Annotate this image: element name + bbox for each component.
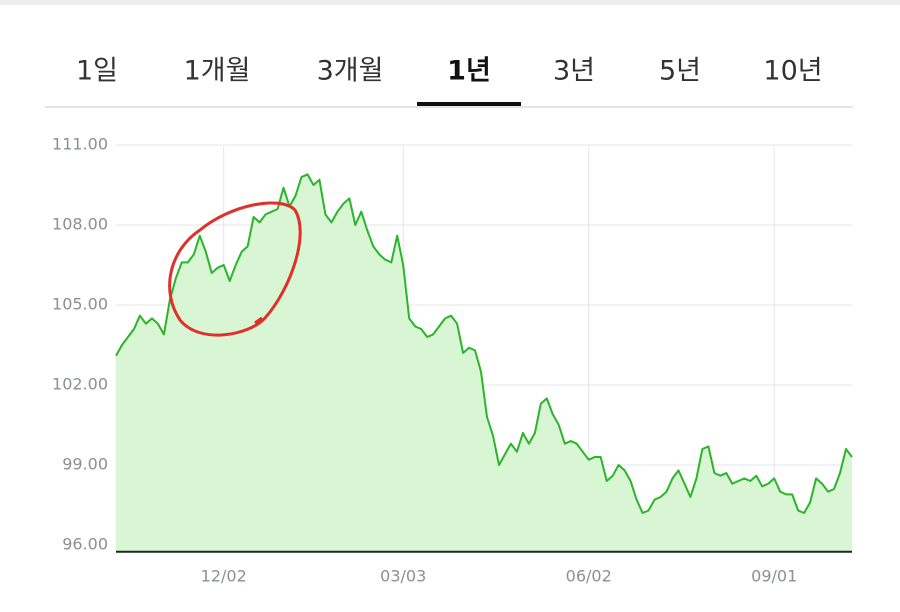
- area-fill: [116, 174, 852, 552]
- tab-bar: 1일 1개월 3개월 1년 3년 5년 10년: [76, 56, 823, 106]
- y-tick-label: 102.00: [52, 375, 108, 394]
- tab[interactable]: 1년: [447, 56, 491, 87]
- y-tick-label: 105.00: [52, 295, 108, 314]
- y-tick-label: 96.00: [62, 535, 108, 554]
- y-tick-label: 108.00: [52, 215, 108, 234]
- tab[interactable]: 3년: [553, 56, 595, 87]
- tab[interactable]: 3개월: [317, 56, 384, 87]
- tab[interactable]: 1개월: [184, 56, 251, 87]
- price-line: [115, 173, 853, 514]
- tab[interactable]: 1일: [76, 56, 118, 87]
- x-tick-label: 03/03: [380, 567, 426, 586]
- y-tick-label: 99.00: [62, 455, 108, 474]
- tab[interactable]: 5년: [659, 56, 701, 87]
- x-tick-label: 06/02: [566, 567, 612, 586]
- x-tick-label: 12/02: [201, 567, 247, 586]
- y-tick-label: 111.00: [52, 135, 108, 154]
- x-tick-label: 09/01: [751, 567, 797, 586]
- chart: 96.00 99.00 102.00 105.00 108.00 111.00 12/02 0…: [52, 135, 853, 586]
- tab[interactable]: 10년: [763, 56, 822, 87]
- top-strip: [0, 0, 900, 5]
- tab-underline: [417, 102, 521, 106]
- hand-annotation: [168, 201, 302, 337]
